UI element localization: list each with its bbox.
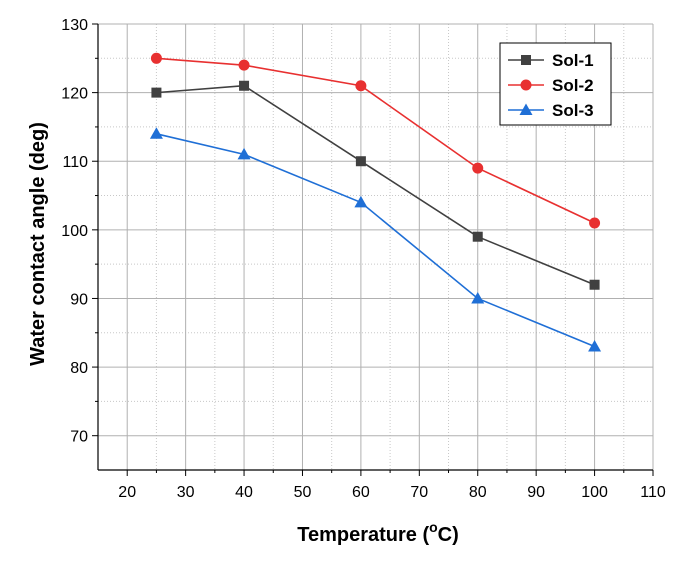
y-tick-label: 100	[61, 223, 88, 240]
data-point-sol-3	[237, 147, 251, 160]
series-line-sol-3	[156, 133, 595, 348]
x-tick-label: 50	[294, 484, 312, 501]
x-tick-label: 40	[235, 484, 253, 501]
x-tick-label: 60	[352, 484, 370, 501]
legend-label-sol-3: Sol-3	[552, 101, 594, 120]
data-point-sol-1	[472, 231, 483, 242]
y-tick-label: 90	[70, 291, 88, 308]
series-sol-3	[149, 127, 602, 352]
x-tick-label: 80	[469, 484, 487, 501]
x-axis-title-main: Temperature (	[297, 524, 429, 546]
x-tick-label: 100	[581, 484, 608, 501]
legend-item-sol-3: Sol-3	[508, 101, 594, 120]
axes: 20 30 40 50 60 70 80 90 100 110 70 80 90 100 110 120 130	[61, 17, 666, 501]
legend-item-sol-1: Sol-1	[508, 51, 594, 70]
grid	[98, 23, 654, 470]
series-sol-1	[151, 80, 600, 290]
data-point-sol-1	[239, 80, 250, 91]
data-point-sol-2	[472, 162, 484, 174]
data-point-sol-1	[355, 156, 366, 167]
x-tick-label: 20	[118, 484, 136, 501]
data-point-sol-1	[151, 87, 162, 98]
y-tick-label: 110	[62, 154, 88, 171]
legend-marker-sol-1	[521, 55, 531, 65]
y-axis-title: Water contact angle (deg)	[27, 122, 49, 366]
data-point-sol-2	[355, 80, 367, 92]
data-point-sol-3	[588, 339, 602, 352]
x-tick-label: 70	[410, 484, 428, 501]
data-point-sol-3	[471, 291, 485, 304]
data-point-sol-3	[354, 195, 368, 208]
x-axis-title: Temperature (oC)	[297, 519, 459, 546]
series-group	[149, 52, 602, 352]
x-tick-label: 30	[177, 484, 195, 501]
data-point-sol-2	[150, 52, 162, 64]
legend: Sol-1 Sol-2 Sol-3	[499, 42, 612, 126]
data-point-sol-1	[589, 279, 600, 290]
y-tick-label: 70	[70, 429, 88, 446]
legend-label-sol-1: Sol-1	[552, 51, 594, 70]
legend-box	[499, 42, 612, 126]
data-point-sol-2	[589, 217, 601, 229]
y-tick-label: 80	[70, 360, 88, 377]
y-tick-label: 130	[61, 17, 88, 34]
data-point-sol-3	[149, 127, 163, 139]
data-point-sol-2	[238, 59, 250, 71]
series-sol-2	[150, 52, 601, 229]
y-tick-label: 120	[61, 86, 88, 103]
x-axis-title-superscript: o	[429, 519, 438, 535]
x-axis-title-suffix: C)	[438, 524, 459, 546]
legend-marker-sol-3	[519, 103, 533, 115]
legend-item-sol-2: Sol-2	[508, 76, 594, 95]
x-tick-label: 90	[527, 484, 545, 501]
legend-label-sol-2: Sol-2	[552, 76, 594, 95]
x-tick-label: 110	[640, 484, 666, 501]
legend-marker-sol-2	[520, 79, 532, 91]
